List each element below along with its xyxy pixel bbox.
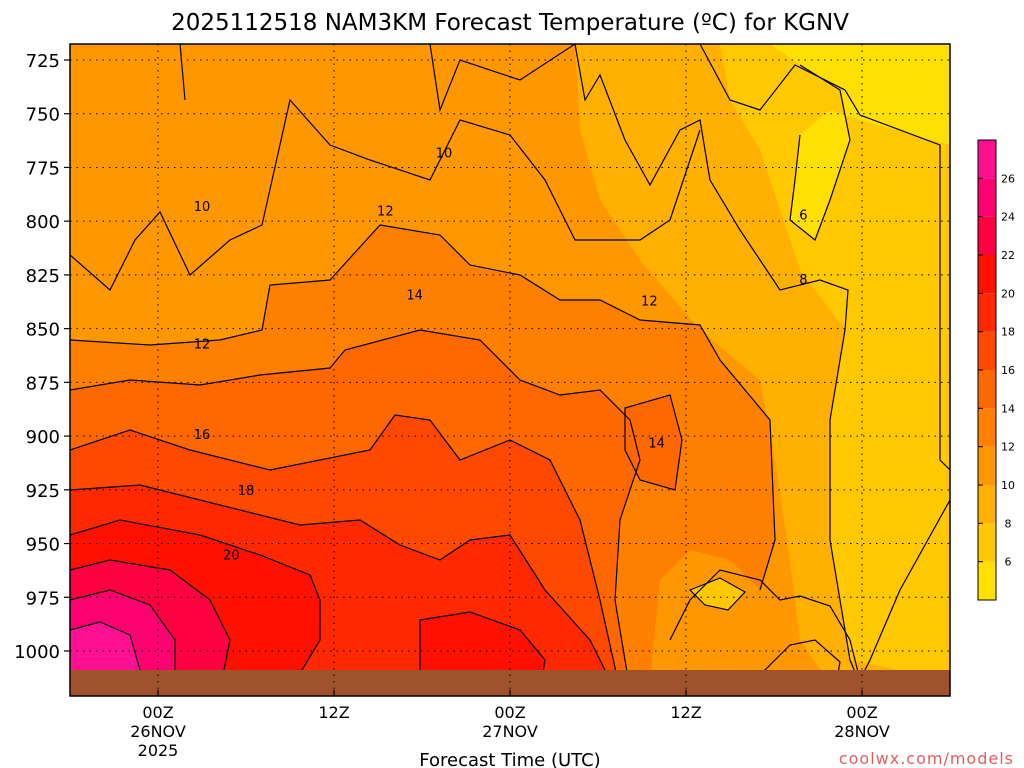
x-tick-label: 28NOV: [834, 722, 890, 741]
contour-label: 10: [436, 146, 453, 161]
y-tick-label: 825: [26, 266, 60, 287]
x-tick-label: 2025: [138, 741, 179, 760]
band-14-16-cell: [625, 395, 682, 490]
band-6-8: [720, 44, 950, 680]
contour-label: 12: [194, 338, 211, 353]
colorbar-label: 6: [1005, 556, 1012, 569]
colorbar-swatch: [978, 178, 996, 217]
contour-label-layer: 10 10 12 14 12 12 16 18 20 14 6 8: [194, 146, 808, 563]
colorbar-swatch: [978, 293, 996, 332]
contour-label: 6: [799, 209, 807, 224]
colorbar-label: 22: [1001, 249, 1015, 262]
colorbar-swatch: [978, 523, 996, 562]
colorbar-swatch: [978, 408, 996, 447]
y-tick-label: 800: [26, 212, 60, 233]
contour-12-west: [70, 224, 776, 591]
colorbar-swatch: [978, 561, 996, 600]
contour-label: 14: [648, 437, 665, 452]
x-tick-label: 00Z: [142, 703, 173, 722]
y-tick-label: 750: [26, 105, 60, 126]
y-tick-label: 925: [26, 481, 60, 502]
contour-8: [574, 44, 861, 685]
colorbar-swatch: [978, 446, 996, 485]
colorbar-label: 14: [1001, 402, 1015, 415]
x-tick-label: 12Z: [670, 703, 701, 722]
contour-16: [70, 414, 621, 691]
band-4-6: [770, 44, 950, 240]
x-tick-label: 26NOV: [130, 722, 186, 741]
y-tick-label: 950: [26, 535, 60, 556]
y-axis: 725 750 775 800 825 850 875 900 925 950 975 1000: [14, 51, 70, 663]
colorbar-label: 8: [1005, 517, 1012, 530]
temperature-field: 10 10 12 14 12 12 16 18 20 14 6 8: [70, 44, 950, 696]
y-tick-label: 1000: [14, 642, 60, 663]
watermark: coolwx.com/models: [839, 749, 1014, 768]
x-tick-label: 00Z: [494, 703, 525, 722]
contour-20-west: [70, 519, 321, 691]
colorbar-label: 16: [1001, 364, 1015, 377]
x-gridlines: [157, 44, 863, 696]
colorbar-label: 26: [1001, 172, 1015, 185]
contour-label: 18: [238, 484, 255, 499]
y-tick-label: 900: [26, 427, 60, 448]
colorbar-label: 24: [1001, 211, 1015, 224]
contour-6-pocket: [688, 577, 746, 611]
contour-label: 16: [194, 428, 211, 443]
colorbar-swatch: [978, 370, 996, 409]
contour-6: [699, 44, 950, 471]
colorbar-label: 20: [1001, 287, 1015, 300]
contour-18: [70, 484, 611, 681]
contour-24: [70, 589, 176, 690]
x-tick-label: 12Z: [318, 703, 349, 722]
y-tick-label: 975: [26, 588, 60, 609]
contour-label: 14: [406, 288, 423, 303]
contour-22: [70, 559, 231, 691]
y-tick-label: 725: [26, 51, 60, 72]
contour-20-east: [419, 611, 546, 691]
chart-title: 2025112518 NAM3KM Forecast Temperature (…: [171, 10, 849, 36]
x-tick-label: 27NOV: [482, 722, 538, 741]
y-tick-label: 775: [26, 158, 60, 179]
contour-lines: [70, 44, 950, 691]
contour-10-west: [70, 98, 701, 291]
colorbar-swatch: [978, 140, 996, 179]
contour-label: 12: [377, 204, 394, 219]
y-tick-label: 850: [26, 320, 60, 341]
x-axis-label: Forecast Time (UTC): [419, 750, 600, 768]
contour-label: 8: [799, 273, 807, 288]
contour-26: [70, 621, 141, 671]
colorbar-swatch: [978, 255, 996, 294]
contour-10-lower: [669, 499, 950, 682]
contour-label: 12: [641, 295, 658, 310]
contour-6-inner: [789, 64, 851, 241]
colorbar-label: 18: [1001, 326, 1015, 339]
colorbar-label: 10: [1001, 479, 1015, 492]
colorbar-swatch: [978, 331, 996, 370]
band-26-28: [70, 622, 140, 676]
contour-label: 20: [223, 548, 240, 563]
y-tick-label: 875: [26, 373, 60, 394]
colorbar-swatch: [978, 216, 996, 255]
colorbar-label: 12: [1001, 441, 1015, 454]
colorbar: 6 8 10 12 14 16 18 20 22 24 26: [977, 139, 1015, 601]
colorbar-swatch: [978, 485, 996, 524]
x-tick-label: 00Z: [846, 703, 877, 722]
contour-label: 10: [194, 200, 211, 215]
